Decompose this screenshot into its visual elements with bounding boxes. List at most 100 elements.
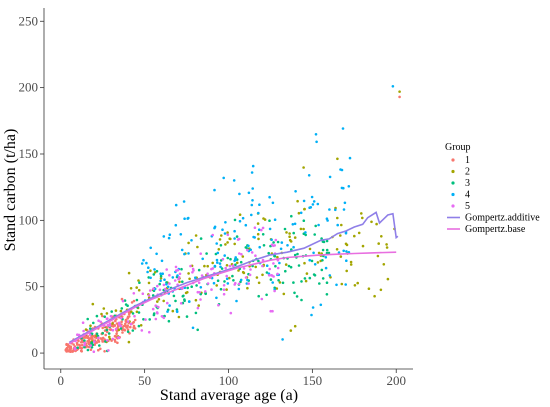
scatter-point [99,320,102,324]
scatter-point [288,235,291,238]
scatter-point [167,319,171,323]
scatter-point [187,252,190,255]
scatter-point [148,330,151,334]
scatter-point [241,255,245,258]
scatter-point [108,335,111,339]
scatter-point [257,211,260,215]
scatter-point [186,217,189,220]
scatter-point [179,302,183,305]
scatter-point [176,274,179,277]
scatter-point [165,268,168,271]
x-tick-label: 200 [386,373,406,388]
legend-label: 5 [465,201,470,212]
scatter-point [340,168,344,172]
scatter-point [282,292,286,296]
scatter-point [342,249,346,253]
scatter-point [194,276,197,280]
scatter-point [171,309,175,313]
scatter-point [171,276,175,279]
scatter-point [324,255,328,259]
scatter-point [205,252,208,255]
scatter-point [177,315,181,319]
scatter-point [78,343,81,347]
scatter-point [225,288,228,291]
scatter-point [219,265,222,269]
scatter-point [318,282,321,285]
scatter-point [293,291,296,295]
scatter-point [211,233,214,237]
scatter-point [196,328,199,332]
scatter-point [119,327,123,330]
scatter-point [102,307,106,310]
scatter-point [274,238,278,242]
scatter-point [273,289,276,293]
scatter-point [145,261,148,265]
series-line [68,251,397,345]
scatter-point [339,255,343,258]
scatter-point [123,324,127,328]
scatter-point [119,316,123,320]
scatter-point [108,324,112,328]
scatter-point [135,310,139,314]
scatter-point [89,348,93,352]
scatter-point [276,272,279,276]
scatter-point [155,252,158,256]
scatter-point [197,268,201,272]
scatter-point [343,201,347,205]
scatter-point [92,321,95,325]
scatter-point [216,251,220,255]
scatter-point [340,223,343,227]
scatter-point [216,261,219,264]
scatter-point [321,248,325,252]
scatter-point [223,254,226,257]
scatter-point [297,264,301,267]
scatter-point [194,298,198,302]
scatter-point [302,227,305,231]
scatter-point [239,278,243,282]
scatter-point [156,300,159,303]
scatter-point [115,330,119,333]
scatter-point [233,237,236,240]
scatter-point [328,274,332,277]
scatter-point [106,323,110,327]
scatter-point [206,282,210,285]
scatter-point [270,243,274,246]
scatter-point [235,235,239,238]
scatter-point [100,338,104,341]
scatter-point [159,279,162,283]
scatter-point [382,263,386,266]
scatter-point [233,229,236,233]
scatter-point [302,219,306,222]
scatter-point [146,270,149,274]
scatter-point [316,261,320,264]
scatter-point [375,222,378,226]
scatter-point [162,316,166,320]
scatter-point [84,328,88,331]
scatter-point [156,284,159,288]
scatter-point [187,241,190,245]
scatter-point [277,279,280,282]
scatter-point [261,226,265,230]
scatter-point [302,199,306,203]
scatter-point [361,216,364,220]
scatter-point [246,248,249,252]
scatter-point [152,287,155,291]
scatter-point [215,284,218,287]
x-axis-title: Stand average age (a) [160,387,298,404]
scatter-point [292,245,295,249]
fit-lines [68,211,399,345]
scatter-point [123,328,127,332]
scatter-point [101,314,104,318]
scatter-point [149,276,152,280]
scatter-point [220,234,223,237]
x-tick-label: 100 [219,373,239,388]
scatter-point [336,223,340,227]
scatter-point [272,241,275,244]
scatter-point [157,298,161,301]
scatter-point [199,298,202,301]
scatter-point [319,303,323,307]
scatter-point [213,225,217,229]
scatter-point [308,206,311,209]
scatter-point [116,341,119,345]
scatter-point [268,195,271,199]
